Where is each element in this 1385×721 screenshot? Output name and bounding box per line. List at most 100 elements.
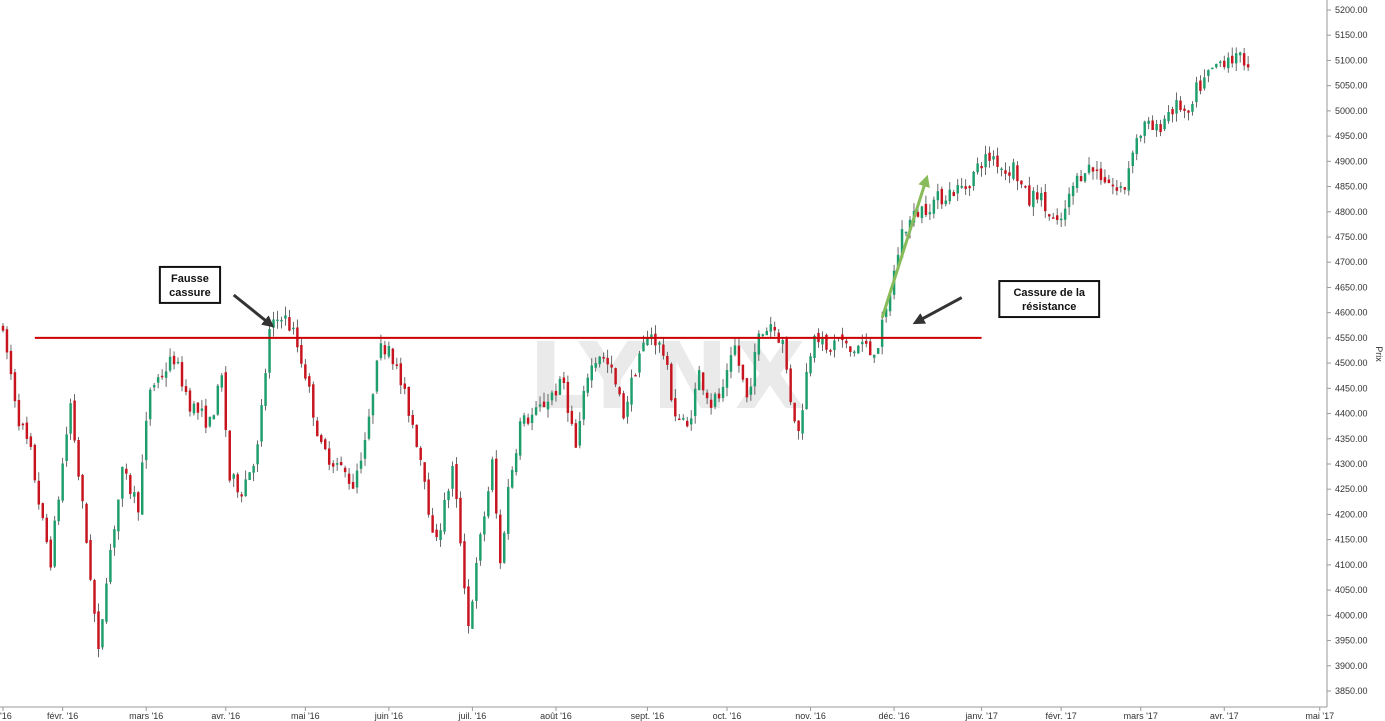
candle — [968, 184, 971, 196]
candle — [542, 392, 546, 408]
candle-up — [1087, 164, 1091, 173]
candle-down — [618, 387, 621, 395]
candle — [685, 416, 689, 428]
candle-down — [789, 368, 792, 403]
candle — [809, 352, 812, 377]
candle-down — [204, 405, 208, 428]
candle — [984, 145, 987, 176]
candle-up — [1155, 124, 1158, 131]
candle-up — [944, 200, 948, 205]
y-tick-label: 4650.00 — [1335, 282, 1368, 292]
candle — [339, 456, 343, 466]
candle — [499, 509, 502, 569]
candle — [1063, 200, 1067, 227]
candle-down — [1159, 124, 1162, 133]
candle-down — [33, 444, 37, 481]
candle — [578, 412, 582, 449]
candle-up — [268, 329, 271, 373]
candle-up — [721, 386, 725, 399]
candle — [793, 402, 796, 424]
candle — [948, 182, 952, 205]
candle-up — [335, 463, 339, 465]
candle — [1131, 150, 1135, 174]
candle-down — [383, 345, 387, 355]
candle-up — [475, 562, 478, 601]
candle-down — [709, 399, 713, 408]
candle — [184, 379, 188, 396]
candle-down — [427, 479, 430, 515]
candle — [443, 492, 446, 535]
candle — [964, 179, 967, 195]
candle — [419, 446, 422, 466]
candle-up — [144, 420, 148, 461]
candle-down — [634, 374, 637, 377]
candle — [550, 390, 554, 406]
candle-up — [813, 335, 816, 359]
candle — [586, 373, 590, 397]
x-tick-label: déc. '16 — [878, 711, 909, 721]
candle-up — [582, 390, 586, 420]
candle-up — [1075, 175, 1079, 188]
y-tick-label: 5000.00 — [1335, 106, 1368, 116]
candle — [196, 402, 200, 420]
candle-down — [423, 462, 426, 482]
candle-up — [872, 354, 876, 358]
candle-down — [654, 333, 657, 346]
candle — [1171, 106, 1174, 123]
candle — [156, 374, 160, 389]
candle — [252, 463, 255, 482]
candle-up — [284, 315, 287, 319]
candle-up — [880, 319, 884, 347]
candle-down — [1055, 215, 1059, 220]
candle-up — [371, 394, 375, 416]
candle — [284, 306, 287, 326]
candle-down — [49, 539, 52, 568]
candle-up — [972, 171, 975, 187]
candle-up — [769, 324, 772, 332]
candle-up — [1175, 100, 1178, 114]
candle-up — [1238, 52, 1242, 56]
candle-down — [1, 325, 5, 331]
candle-down — [97, 611, 100, 649]
candle — [176, 357, 180, 365]
candle — [1207, 69, 1210, 83]
candle — [1227, 52, 1230, 73]
x-tick-label: août '16 — [540, 711, 572, 721]
candle — [920, 205, 924, 224]
candle-up — [506, 486, 510, 534]
candle — [880, 311, 884, 355]
x-tick-label: févr. '17 — [1046, 711, 1077, 721]
candle-up — [1215, 63, 1218, 68]
candle-down — [327, 448, 331, 465]
candle-down — [940, 188, 944, 205]
candle — [590, 358, 593, 388]
candle-up — [550, 392, 554, 401]
candle — [638, 350, 641, 378]
candle — [630, 369, 633, 412]
candle — [876, 348, 880, 355]
candle — [33, 443, 37, 484]
x-tick-label: '16 — [0, 711, 12, 721]
candle-up — [367, 416, 371, 439]
candle-down — [662, 344, 665, 356]
candle — [765, 327, 769, 336]
candle — [904, 231, 908, 237]
candle-up — [642, 342, 645, 352]
candle-up — [212, 415, 216, 420]
candle-up — [733, 345, 737, 355]
candle-up — [900, 229, 904, 258]
candle-up — [443, 499, 446, 532]
candle-down — [224, 372, 228, 431]
candle-up — [101, 619, 104, 648]
candle — [57, 496, 60, 526]
candle — [602, 352, 605, 363]
candle-down — [184, 386, 188, 393]
annotation-label: Cassure de la — [1013, 287, 1085, 299]
candle — [506, 478, 510, 540]
candle-up — [1167, 112, 1170, 122]
candle-up — [487, 491, 490, 517]
candle-down — [1020, 180, 1023, 185]
candle-up — [276, 319, 279, 322]
candle — [944, 195, 948, 207]
